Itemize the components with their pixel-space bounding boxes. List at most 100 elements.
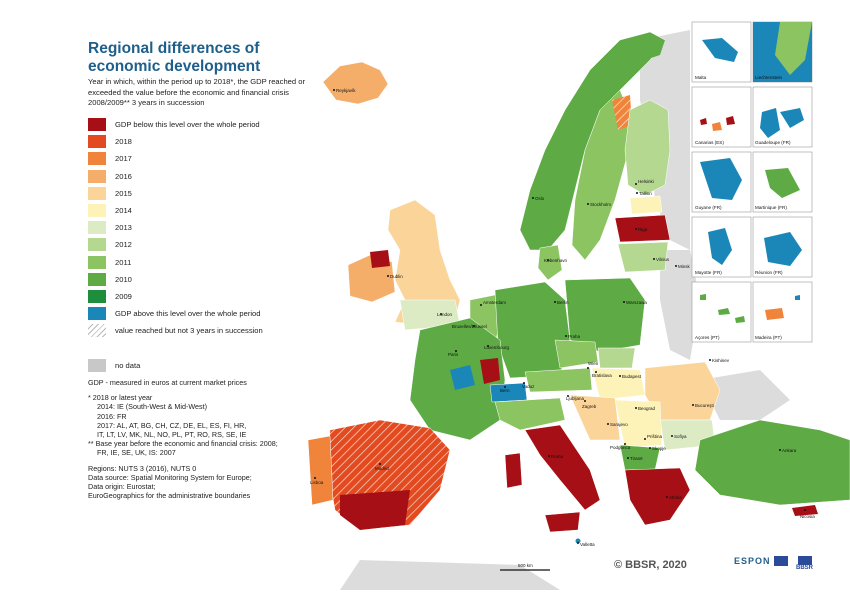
region-poland <box>564 277 646 353</box>
inset-label-acores: Açores (PT) <box>695 335 720 340</box>
region-france-blue <box>450 365 475 390</box>
region-germany <box>494 281 571 379</box>
footnote2-title: ** Base year before the economic and fin… <box>88 439 278 449</box>
svg-text:Sarajevo: Sarajevo <box>610 422 628 427</box>
region-slovakia <box>597 347 636 369</box>
svg-text:Berlin: Berlin <box>557 300 569 305</box>
city-tallinn: Tallinn <box>636 191 652 196</box>
origin-note: Data origin: Eurostat; <box>88 482 156 492</box>
city-madrid: Madrid <box>375 463 389 471</box>
svg-text:Ljubljana: Ljubljana <box>566 396 585 401</box>
svg-text:Bern: Bern <box>500 388 510 393</box>
region-austria <box>524 367 593 393</box>
city-dublin: Dublin <box>387 274 403 279</box>
legend-label: 2011 <box>115 257 132 267</box>
legend-item: 2011 <box>88 255 308 272</box>
svg-text:Kishinev: Kishinev <box>712 358 730 363</box>
inset-label-liechtenstein: Liechtenstein <box>755 75 783 80</box>
legend-label: 2015 <box>115 188 132 198</box>
region-estonia <box>629 195 663 215</box>
footnote1-title: * 2018 or latest year <box>88 393 153 403</box>
legend-label: no data <box>115 360 141 370</box>
legend-swatch <box>88 203 106 217</box>
city-minsk: Minsk <box>675 264 691 269</box>
notes: GDP - measured in euros at current marke… <box>88 378 328 500</box>
map-subtitle: Year in which, within the period up to 2… <box>88 77 305 107</box>
svg-text:Priština: Priština <box>647 434 663 439</box>
legend-swatch <box>88 324 106 338</box>
legend-item: no data <box>88 358 308 375</box>
footnote1-line: 2016: FR <box>97 411 127 421</box>
city-reykjavik: Reykjavík <box>333 88 356 93</box>
bbsr-logo-text: BBSR <box>796 565 814 571</box>
svg-text:Sofiya: Sofiya <box>674 434 687 439</box>
svg-text:Roma: Roma <box>551 454 564 459</box>
legend-label: 2014 <box>115 205 132 215</box>
city-warszawa: Warszawa <box>623 300 647 305</box>
svg-text:København: København <box>544 258 568 263</box>
svg-text:Vilnius: Vilnius <box>656 257 670 262</box>
city-budapest: Budapest <box>619 374 642 379</box>
svg-text:Vaduz: Vaduz <box>522 384 535 389</box>
legend-item: 2015 <box>88 186 308 203</box>
city-beograd: Beograd <box>635 406 656 411</box>
svg-text:Reykjavík: Reykjavík <box>336 88 356 93</box>
svg-text:Bucureşti: Bucureşti <box>695 403 714 408</box>
region-iceland <box>322 61 389 105</box>
region-portugal <box>307 435 334 506</box>
svg-text:Nicosia: Nicosia <box>800 514 815 519</box>
scale-bar: 500 km <box>500 563 550 571</box>
legend-swatch <box>88 152 106 166</box>
city-wien: Wien <box>587 361 599 369</box>
region-denmark <box>537 244 563 281</box>
svg-text:Madrid: Madrid <box>375 466 389 471</box>
footnote2-line: FR, IE, SE, UK, IS: 2007 <box>97 448 176 458</box>
legend-item: 2016 <box>88 169 308 186</box>
city-amsterdam: Amsterdam <box>480 300 506 306</box>
legend-swatch <box>88 272 106 286</box>
city-stockholm: Stockholm <box>587 202 611 207</box>
inset-label-guadeloupe: Guadeloupe (FR) <box>755 140 791 145</box>
region-norway-north <box>640 40 665 60</box>
city-vaduz: Vaduz <box>522 382 535 389</box>
city-helsinki: Helsinki <box>635 179 654 185</box>
city-kobenhavn: København <box>544 258 568 263</box>
region-spain-south <box>340 490 410 530</box>
region-czechia <box>554 339 599 369</box>
city-praha: Praha <box>565 334 581 339</box>
legend-label: GDP above this level over the whole peri… <box>115 309 261 319</box>
outside-regions <box>340 30 790 590</box>
region-sardinia <box>504 452 523 489</box>
svg-text:Ankara: Ankara <box>782 448 797 453</box>
legend: GDP below this level over the whole peri… <box>88 117 308 375</box>
region-france-red <box>480 358 500 384</box>
city-bruxelles: Bruxelles/Brussel <box>452 324 487 329</box>
city-sofiya: Sofiya <box>671 434 687 439</box>
region-turkey <box>694 419 850 506</box>
svg-text:Valletta: Valletta <box>580 542 595 547</box>
inset-label-mayotte: Mayotte (FR) <box>695 270 722 275</box>
city-sarajevo: Sarajevo <box>607 422 628 427</box>
region-greece <box>624 467 691 526</box>
city-nicosia: Nicosia <box>800 509 815 519</box>
boundaries-note: EuroGeographics for the administrative b… <box>88 491 251 501</box>
legend-label: 2012 <box>115 240 132 250</box>
svg-text:Riga: Riga <box>638 227 648 232</box>
region-norway <box>519 31 666 251</box>
region-ireland-north <box>370 250 390 268</box>
svg-text:Wien: Wien <box>588 361 599 366</box>
svg-text:Beograd: Beograd <box>638 406 656 411</box>
legend-swatch <box>88 118 106 131</box>
svg-text:London: London <box>437 312 453 317</box>
legend-swatch <box>88 169 106 183</box>
svg-text:Tiranë: Tiranë <box>630 456 643 461</box>
legend-swatch <box>88 238 106 252</box>
svg-text:Warszawa: Warszawa <box>626 300 647 305</box>
city-skopje: Skopje <box>649 446 666 451</box>
legend-swatch <box>88 289 106 303</box>
source-note: Data source: Spatial Monitoring System f… <box>88 472 252 482</box>
city-kishinev: Kishinev <box>709 358 730 363</box>
inset-label-reunion: Réunion (FR) <box>755 270 783 275</box>
svg-text:Luxembourg: Luxembourg <box>484 345 510 350</box>
legend-swatch <box>88 135 106 149</box>
